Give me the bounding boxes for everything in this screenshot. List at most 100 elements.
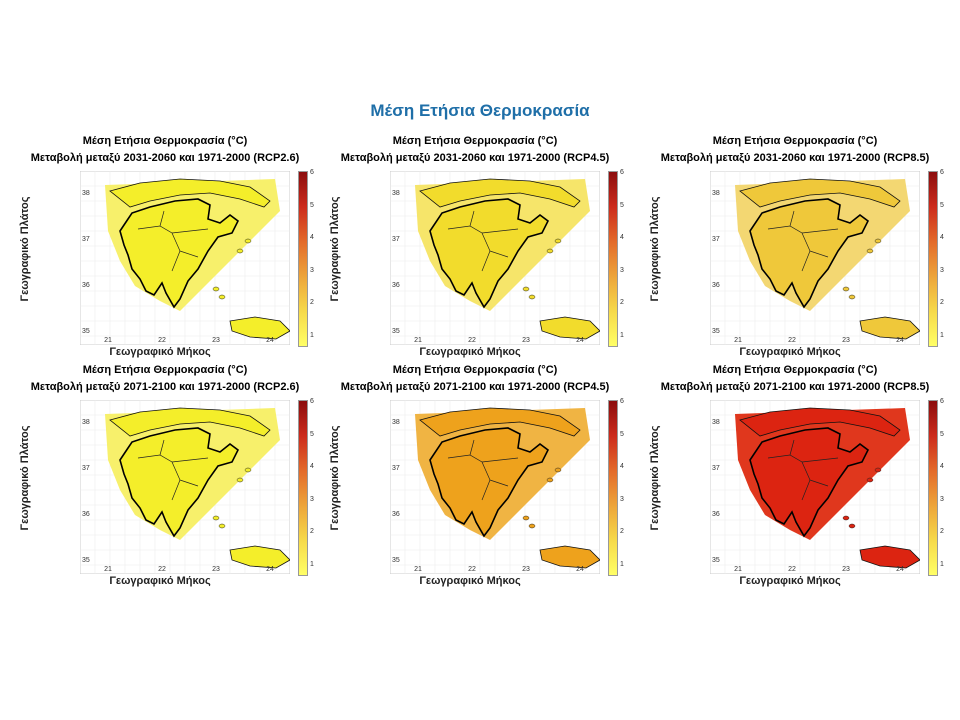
colorbar-tick-label: 6 (620, 398, 624, 405)
colorbar-tick-label: 3 (310, 266, 314, 274)
y-tick-label: 36 (82, 511, 90, 518)
x-tick-label: 24 (266, 337, 274, 344)
colorbar-tick-label: 3 (310, 495, 314, 503)
colorbar-tick-label: 6 (940, 169, 944, 176)
island (244, 467, 252, 473)
island (528, 523, 536, 529)
x-tick-label: 22 (788, 566, 796, 573)
island (842, 286, 850, 292)
colorbar-tick-label: 1 (620, 331, 624, 339)
y-tick-label: 38 (392, 190, 400, 197)
x-tick-label: 21 (104, 566, 112, 573)
colorbar-tick-label: 4 (310, 234, 314, 241)
panel-title-line1: Μέση Ετήσια Θερμοκρασία (°C) (82, 364, 248, 376)
y-tick-label: 37 (82, 465, 90, 472)
island (236, 477, 244, 483)
island (522, 286, 530, 292)
colorbar-tick-label: 3 (940, 266, 944, 274)
map-plot: 21 22 23 24 38 37 36 35 (390, 171, 600, 345)
panel-title: Μέση Ετήσια Θερμοκρασία (°C) Μεταβολή μετ… (320, 133, 630, 167)
y-axis-label: Γεωγραφικό Πλάτος (19, 196, 31, 302)
x-axis-label: Γεωγραφικό Μήκος (739, 575, 841, 587)
colorbar-tick-label: 4 (940, 234, 944, 241)
y-tick-label: 35 (392, 328, 400, 335)
map-panel: Μέση Ετήσια Θερμοκρασία (°C) Μεταβολή μετ… (640, 133, 950, 363)
colorbar-tick-label: 3 (940, 495, 944, 503)
panel-title-line2: Μεταβολή μεταξύ 2031-2060 και 1971-2000 … (340, 152, 610, 164)
y-tick-label: 35 (392, 557, 400, 564)
island (522, 515, 530, 521)
y-tick-label: 38 (82, 419, 90, 426)
panel-title-line2: Μεταβολή μεταξύ 2031-2060 και 1971-2000 … (30, 152, 300, 164)
y-tick-label: 38 (712, 190, 720, 197)
mainland-north (109, 178, 271, 208)
map-plot: 21 22 23 24 38 37 36 35 (710, 400, 920, 574)
x-tick-label: 23 (522, 337, 530, 344)
colorbar-tick-label: 1 (940, 331, 944, 339)
x-tick-label: 23 (212, 566, 220, 573)
island (554, 467, 562, 473)
panel-title: Μέση Ετήσια Θερμοκρασία (°C) Μεταβολή μετ… (640, 362, 950, 396)
island (866, 248, 874, 254)
x-tick-label: 24 (896, 566, 904, 573)
island (848, 523, 856, 529)
x-tick-label: 22 (158, 566, 166, 573)
colorbar-tick-label: 2 (620, 299, 624, 306)
island (554, 238, 562, 244)
panel-title-line1: Μέση Ετήσια Θερμοκρασία (°C) (392, 135, 558, 147)
x-tick-label: 23 (842, 337, 850, 344)
mainland-north (419, 407, 581, 437)
x-tick-label: 24 (576, 337, 584, 344)
colorbar-tick-label: 2 (310, 299, 314, 306)
x-tick-label: 21 (734, 337, 742, 344)
prefecture-borders (137, 439, 209, 501)
colorbar-tick-label: 3 (620, 495, 624, 503)
colorbar (608, 171, 618, 347)
colorbar (608, 400, 618, 576)
colorbar-tick-label: 4 (620, 463, 624, 470)
panel-title: Μέση Ετήσια Θερμοκρασία (°C) Μεταβολή μετ… (320, 362, 630, 396)
colorbar-tick-label: 5 (310, 201, 314, 209)
panel-title-line1: Μέση Ετήσια Θερμοκρασία (°C) (712, 364, 878, 376)
x-tick-label: 22 (788, 337, 796, 344)
prefecture-borders (447, 210, 519, 272)
map-plot: 21 22 23 24 38 37 36 35 (80, 400, 290, 574)
island (848, 294, 856, 300)
y-axis-label: Γεωγραφικό Πλάτος (329, 425, 341, 531)
colorbar-tick-label: 5 (620, 201, 624, 209)
map-panel: Μέση Ετήσια Θερμοκρασία (°C) Μεταβολή μετ… (10, 362, 320, 592)
colorbar-tick-label: 5 (940, 201, 944, 209)
x-axis-label: Γεωγραφικό Μήκος (419, 575, 521, 587)
crete-region (229, 545, 290, 569)
colorbar-tick-label: 1 (310, 331, 314, 339)
main-title: Μέση Ετήσια Θερμοκρασία (370, 101, 590, 120)
panel-title: Μέση Ετήσια Θερμοκρασία (°C) Μεταβολή μετ… (640, 133, 950, 167)
crete-region (859, 316, 920, 340)
y-tick-label: 38 (82, 190, 90, 197)
map-panel: Μέση Ετήσια Θερμοκρασία (°C) Μεταβολή μετ… (640, 362, 950, 592)
island (236, 248, 244, 254)
y-tick-label: 37 (82, 236, 90, 243)
panel-title-line2: Μεταβολή μεταξύ 2071-2100 και 1971-2000 … (340, 381, 610, 393)
x-axis-label: Γεωγραφικό Μήκος (739, 346, 841, 358)
y-tick-label: 36 (712, 282, 720, 289)
colorbar-tick-label: 1 (310, 560, 314, 568)
island (842, 515, 850, 521)
colorbar-tick-label: 6 (940, 398, 944, 405)
colorbar (298, 400, 308, 576)
y-tick-label: 36 (82, 282, 90, 289)
island (218, 523, 226, 529)
x-axis-label: Γεωγραφικό Μήκος (109, 575, 211, 587)
island (546, 248, 554, 254)
map-panel: Μέση Ετήσια Θερμοκρασία (°C) Μεταβολή μετ… (320, 362, 630, 592)
x-tick-label: 23 (522, 566, 530, 573)
x-tick-label: 21 (734, 566, 742, 573)
panel-title-line2: Μεταβολή μεταξύ 2031-2060 και 1971-2000 … (660, 152, 930, 164)
colorbar-tick-label: 6 (310, 398, 314, 405)
colorbar-tick-label: 5 (310, 430, 314, 438)
colorbar-tick-label: 2 (620, 528, 624, 535)
prefecture-borders (767, 210, 839, 272)
prefecture-borders (767, 439, 839, 501)
island (866, 477, 874, 483)
island (528, 294, 536, 300)
